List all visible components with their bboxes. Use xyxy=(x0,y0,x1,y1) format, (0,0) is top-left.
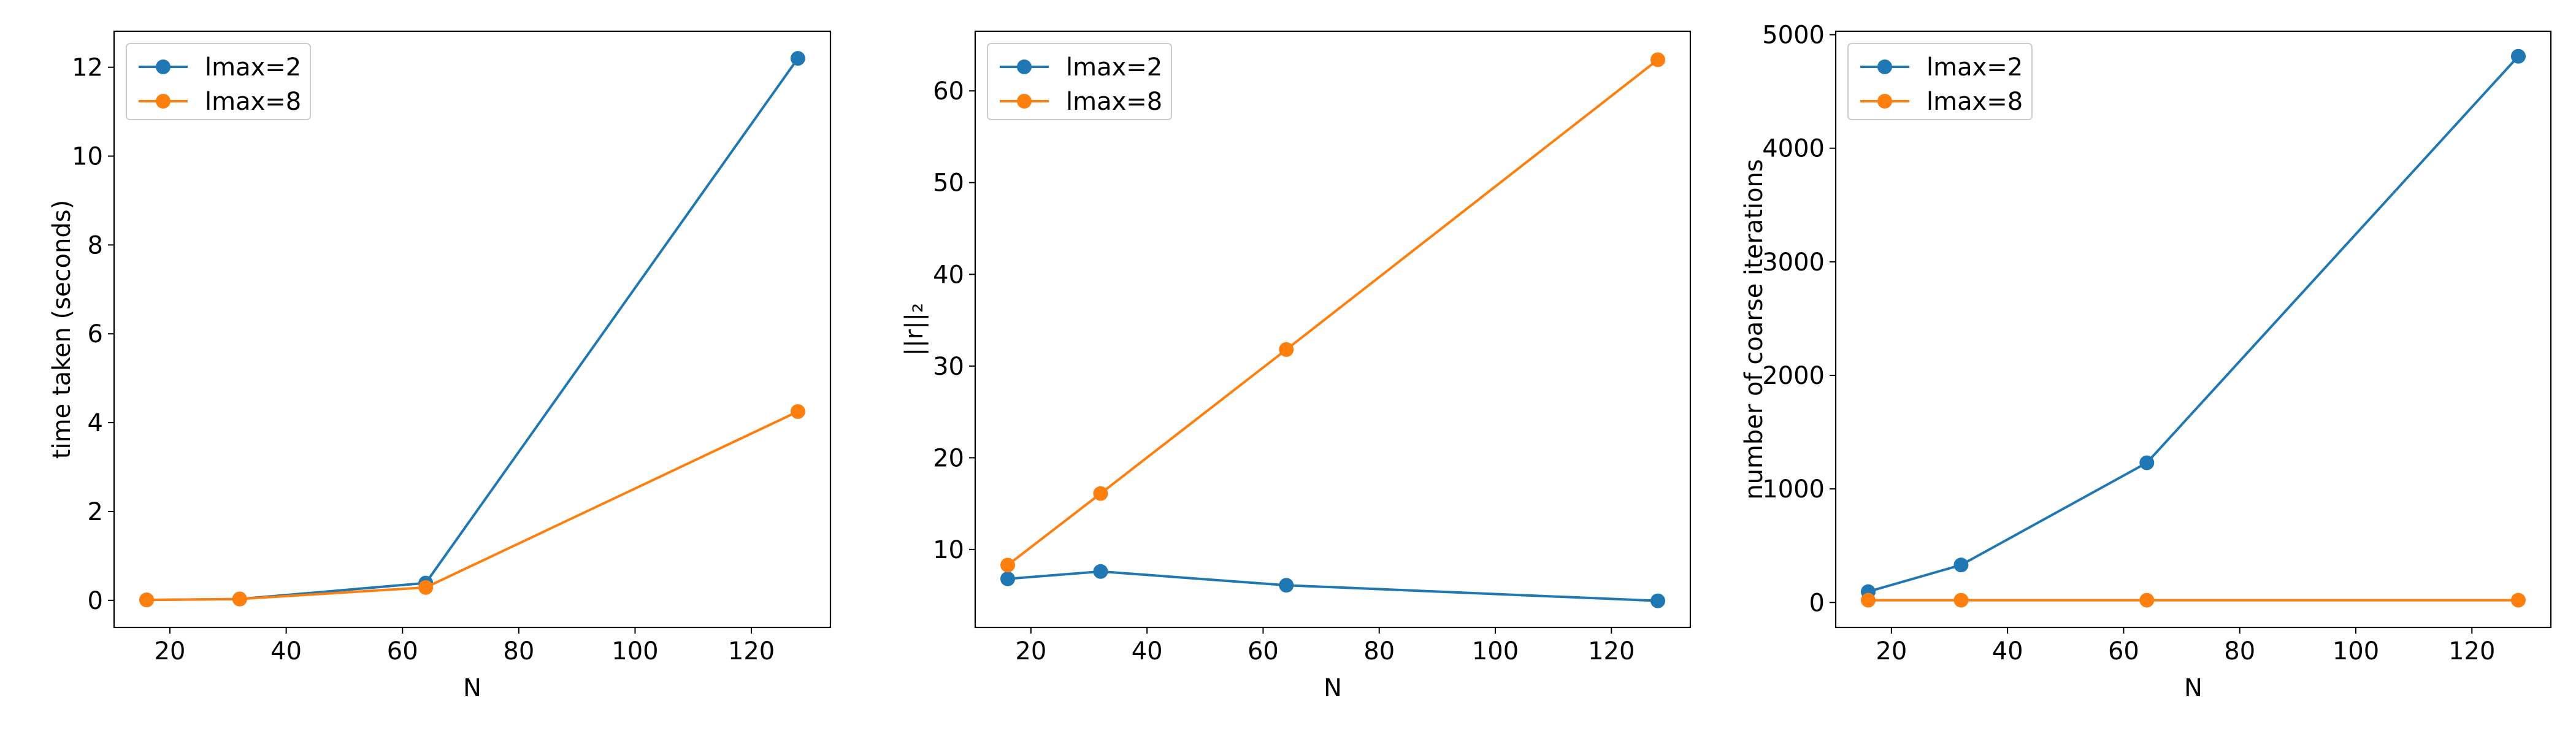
legend-label: lmax=2 xyxy=(1926,53,2023,82)
data-point-lmax=2 xyxy=(1953,558,1969,573)
y-tick-label: 1000 xyxy=(1762,475,1825,504)
data-point-lmax=2 xyxy=(1279,578,1294,593)
x-tick-label: 40 xyxy=(1132,637,1163,665)
data-point-lmax=8 xyxy=(1000,558,1015,573)
data-point-lmax=2 xyxy=(790,51,805,66)
y-tick-label: 40 xyxy=(933,261,964,289)
legend-label: lmax=8 xyxy=(1926,88,2023,116)
series-line-lmax=2 xyxy=(1868,55,2520,593)
x-tick-label: 20 xyxy=(1015,637,1046,665)
x-tick-label: 100 xyxy=(2333,637,2379,665)
legend-label: lmax=2 xyxy=(1066,53,1162,82)
axes-frame xyxy=(113,30,832,629)
series-line-lmax=8 xyxy=(1006,58,1659,566)
x-tick-label: 60 xyxy=(1248,637,1279,665)
y-tick-label: 2 xyxy=(88,498,103,526)
y-tick-label: 8 xyxy=(88,231,103,259)
data-point-lmax=2 xyxy=(1650,593,1665,608)
legend: lmax=2 lmax=8 xyxy=(987,43,1172,120)
data-point-lmax=8 xyxy=(1650,52,1665,67)
data-point-lmax=2 xyxy=(1000,571,1015,586)
y-tick-label: 60 xyxy=(933,77,964,105)
y-tick-label: 12 xyxy=(72,54,103,82)
legend: lmax=2 lmax=8 xyxy=(1847,43,2033,120)
y-tick-label: 2000 xyxy=(1762,362,1825,390)
x-tick-label: 60 xyxy=(2108,637,2139,665)
data-point-lmax=8 xyxy=(2139,592,2155,608)
series-line-lmax=2 xyxy=(147,58,799,602)
series-line-lmax=2 xyxy=(1007,570,1658,602)
y-axis-label: ||r||₂ xyxy=(900,303,929,356)
y-tick-label: 4 xyxy=(88,409,103,437)
y-tick-label: 30 xyxy=(933,353,964,381)
data-point-lmax=8 xyxy=(1953,592,1969,608)
data-point-lmax=8 xyxy=(2511,592,2526,608)
legend-marker xyxy=(1017,59,1032,74)
x-tick-label: 40 xyxy=(270,637,302,665)
series-line-lmax=8 xyxy=(147,410,799,602)
x-tick-label: 20 xyxy=(155,637,186,665)
data-point-lmax=8 xyxy=(418,580,434,595)
x-axis-label: N xyxy=(463,674,481,702)
x-axis-label: N xyxy=(2184,674,2202,702)
x-tick-label: 100 xyxy=(1472,637,1519,665)
x-tick-label: 60 xyxy=(387,637,418,665)
axes-frame xyxy=(974,30,1692,629)
axes-frame xyxy=(1834,30,2552,629)
x-axis-label: N xyxy=(1324,674,1342,702)
legend-label: lmax=2 xyxy=(205,53,301,82)
legend-marker xyxy=(1017,94,1032,109)
y-tick-label: 4000 xyxy=(1762,135,1825,163)
y-tick-label: 10 xyxy=(72,143,103,171)
legend-label: lmax=8 xyxy=(205,88,301,116)
data-point-lmax=2 xyxy=(2139,455,2155,470)
data-point-lmax=8 xyxy=(1093,486,1108,501)
y-tick-label: 10 xyxy=(933,536,964,564)
x-tick-label: 80 xyxy=(503,637,534,665)
x-tick-label: 40 xyxy=(1992,637,2023,665)
y-tick-label: 5000 xyxy=(1762,21,1825,50)
x-tick-label: 80 xyxy=(1363,637,1395,665)
legend-marker xyxy=(1877,94,1892,109)
legend-label: lmax=8 xyxy=(1066,88,1162,116)
y-tick-label: 0 xyxy=(88,587,103,615)
subplot-residual-norm: 20 40 60 80 100 120102030405060N||r||₂lmax=2l… xyxy=(900,30,1692,702)
data-point-lmax=2 xyxy=(1093,564,1108,579)
x-tick-label: 120 xyxy=(728,637,775,665)
y-axis-label: time taken (seconds) xyxy=(48,200,76,459)
legend-marker xyxy=(156,59,171,74)
y-axis-label: number of coarse iterations xyxy=(1740,159,1768,500)
x-tick-label: 120 xyxy=(2448,637,2495,665)
legend-marker xyxy=(156,94,171,109)
y-tick-label: 0 xyxy=(1809,589,1825,617)
legend: lmax=2 lmax=8 xyxy=(126,43,311,120)
data-point-lmax=2 xyxy=(2511,48,2526,64)
data-point-lmax=8 xyxy=(1279,342,1294,357)
y-tick-label: 50 xyxy=(933,169,964,197)
data-point-lmax=8 xyxy=(1861,592,1876,608)
data-point-lmax=8 xyxy=(139,592,155,608)
x-tick-label: 120 xyxy=(1588,637,1635,665)
x-tick-label: 80 xyxy=(2224,637,2255,665)
data-point-lmax=8 xyxy=(232,591,247,607)
data-point-lmax=8 xyxy=(790,404,805,419)
y-tick-label: 20 xyxy=(933,444,964,472)
x-tick-label: 100 xyxy=(611,637,658,665)
y-tick-label: 3000 xyxy=(1762,248,1825,277)
x-tick-label: 20 xyxy=(1876,637,1907,665)
y-tick-label: 6 xyxy=(88,320,103,348)
subplot-coarse-iterations: 20 40 60 80 100 120 0 1000 2000 3000 4000 5000 Nnumb… xyxy=(1740,21,2552,702)
legend-marker xyxy=(1877,59,1892,74)
